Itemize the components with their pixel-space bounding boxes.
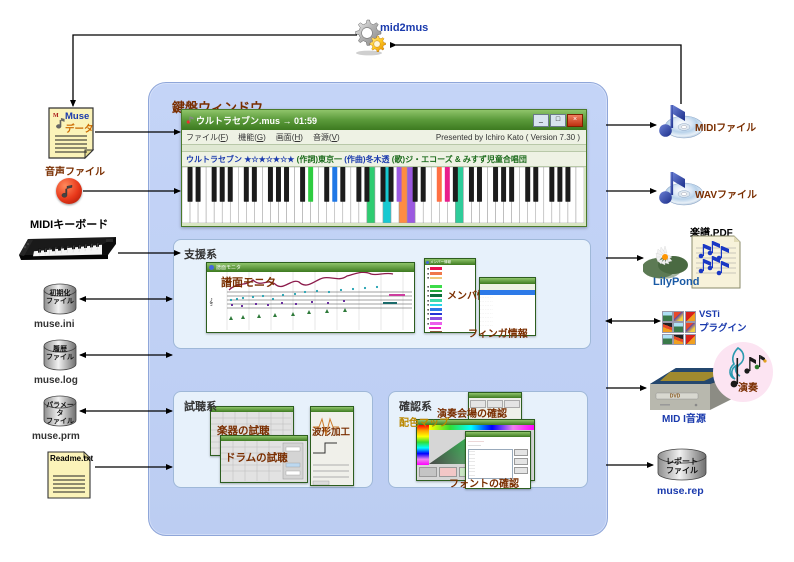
svg-text:DVD: DVD <box>670 394 681 400</box>
svg-text:𝄞: 𝄞 <box>209 297 213 307</box>
